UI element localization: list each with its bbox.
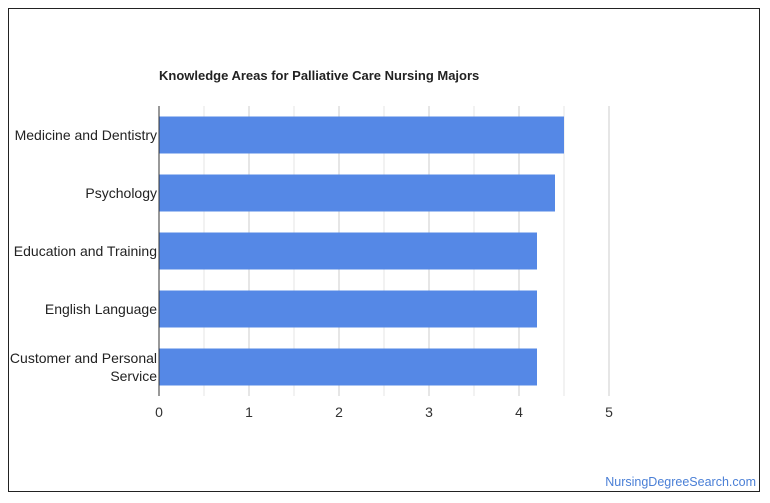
category-label: Education and Training (14, 243, 157, 259)
x-tick-label: 2 (335, 404, 343, 420)
bars (159, 116, 564, 386)
category-labels: Medicine and Dentistry Psychology Educatio… (10, 127, 157, 384)
category-label: Psychology (85, 185, 157, 201)
bar (159, 348, 537, 386)
category-label: Service (110, 368, 157, 384)
source-link[interactable]: NursingDegreeSearch.com (605, 475, 756, 489)
bar (159, 174, 555, 212)
category-label: Medicine and Dentistry (15, 127, 157, 143)
x-tick-label: 4 (515, 404, 523, 420)
x-tick-label: 0 (155, 404, 163, 420)
chart-title: Knowledge Areas for Palliative Care Nurs… (159, 68, 480, 83)
x-tick-label: 5 (605, 404, 613, 420)
category-label: English Language (45, 301, 157, 317)
tick-labels: 0 1 2 3 4 5 (155, 404, 613, 420)
bar (159, 232, 537, 270)
category-label: Customer and Personal (10, 350, 157, 366)
bar (159, 290, 537, 328)
x-tick-label: 1 (245, 404, 253, 420)
bar (159, 116, 564, 154)
x-tick-label: 3 (425, 404, 433, 420)
